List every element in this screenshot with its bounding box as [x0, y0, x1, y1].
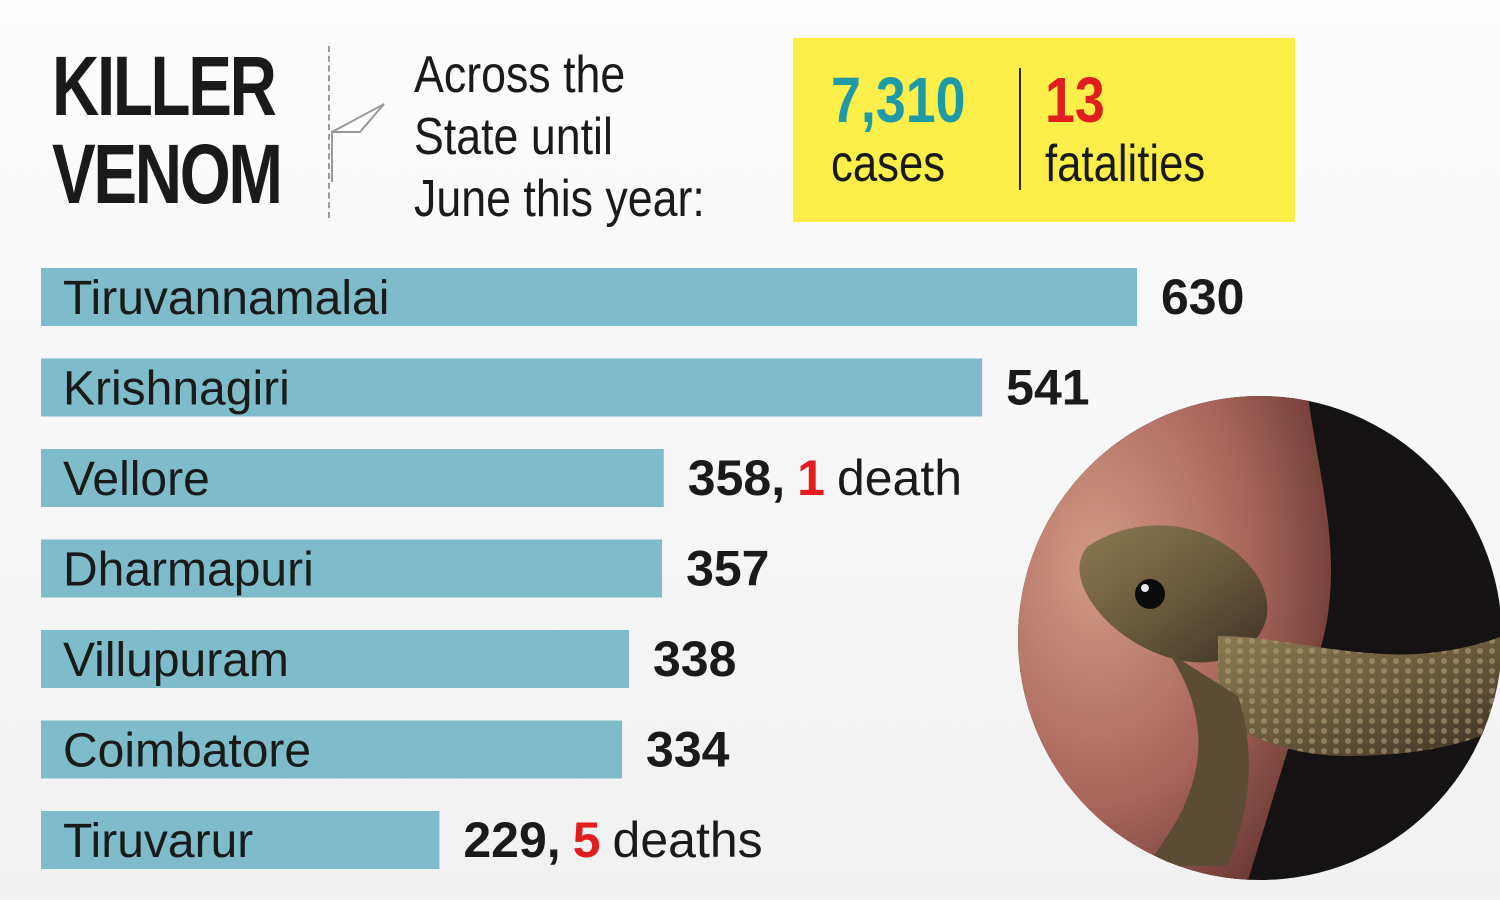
- bar-krishnagiri: [41, 358, 983, 417]
- value-number: 357: [686, 541, 769, 597]
- category-label: Tiruvarur: [63, 815, 253, 868]
- category-label: Coimbatore: [63, 725, 311, 778]
- value-number: 334: [646, 722, 730, 778]
- subtitle-line-3: June this year:: [414, 170, 705, 228]
- bar-dharmapuri: [41, 539, 663, 598]
- value-label: 357: [686, 541, 769, 597]
- chart-subtitle: Across the State until June this year:: [414, 44, 705, 230]
- category-label: Vellore: [63, 453, 210, 506]
- chart-title: KILLER VENOM: [52, 39, 283, 221]
- death-label: death: [837, 450, 962, 506]
- death-count: 5: [573, 812, 601, 868]
- value-number: 541: [1006, 360, 1089, 416]
- value-label: 630: [1161, 269, 1244, 325]
- value-label: 338: [653, 631, 736, 687]
- value-number: 229,: [463, 812, 560, 868]
- value-number: 630: [1161, 269, 1244, 325]
- category-label: Villupuram: [63, 634, 289, 687]
- death-count: 1: [797, 450, 825, 506]
- summary-box: 7,310 cases 13 fatalities: [793, 38, 1295, 222]
- bar-villupuram: [41, 630, 630, 688]
- fatalities-stat: 13 fatalities: [1045, 66, 1205, 194]
- title-line-1: KILLER: [52, 39, 277, 133]
- summary-divider: [1019, 68, 1021, 190]
- fatalities-value: 13: [1045, 64, 1105, 136]
- lightning-bolt-icon: [331, 103, 385, 182]
- bar-coimbatore: [41, 720, 623, 779]
- bar-tiruvarur: [41, 811, 440, 869]
- death-label: deaths: [613, 812, 763, 868]
- value-number: 358,: [688, 450, 785, 506]
- fatalities-label: fatalities: [1045, 135, 1206, 193]
- cases-label: cases: [831, 135, 946, 193]
- subtitle-line-2: State until: [414, 108, 613, 166]
- cases-stat: 7,310 cases: [831, 66, 966, 194]
- cases-value: 7,310: [831, 64, 966, 136]
- category-label: Krishnagiri: [63, 363, 290, 416]
- bar-tiruvannamalai: [41, 268, 1137, 326]
- category-label: Dharmapuri: [63, 544, 314, 597]
- subtitle-line-1: Across the: [414, 46, 626, 104]
- value-number: 338: [653, 631, 736, 687]
- snake-photo: [1018, 396, 1500, 880]
- title-divider: [328, 46, 330, 218]
- value-label: 334: [646, 722, 730, 778]
- title-line-2: VENOM: [52, 127, 283, 221]
- value-label: 358, 1 death: [688, 450, 962, 506]
- bar-vellore: [41, 449, 664, 507]
- value-label: 541: [1006, 360, 1089, 416]
- value-label: 229, 5 deaths: [463, 812, 762, 868]
- category-label: Tiruvannamalai: [63, 272, 389, 325]
